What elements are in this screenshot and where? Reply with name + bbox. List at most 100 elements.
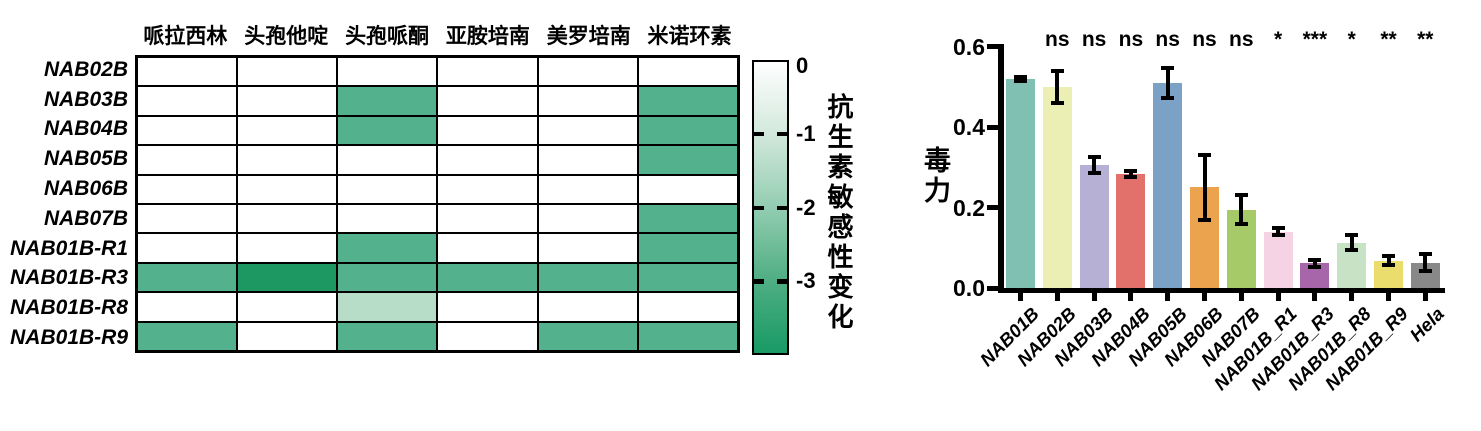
heatmap-cell: [437, 145, 538, 175]
heatmap-cell: [537, 262, 638, 293]
error-bar-cap: [1087, 155, 1101, 160]
heatmap-cell: [637, 262, 738, 293]
heatmap-cell: [137, 174, 238, 204]
x-tick-mark: [1312, 293, 1318, 301]
heatmap-cell: [437, 57, 538, 87]
heatmap-row-label: NAB02B: [43, 57, 128, 81]
bar-nab05b: [1153, 82, 1183, 288]
bar-nab02b: [1042, 86, 1072, 288]
error-bar-cap: [1382, 253, 1395, 258]
colorbar-tick-mark: [777, 131, 787, 137]
bar-nab04b: [1116, 174, 1146, 288]
heatmap-cell: [337, 145, 438, 175]
error-bar: [1092, 157, 1097, 174]
y-tick-mark: [987, 205, 999, 210]
heatmap-cell: [537, 203, 638, 234]
error-bar-cap: [1418, 251, 1432, 256]
heatmap-cell: [237, 174, 338, 204]
significance-label: ns: [1155, 28, 1180, 51]
error-bar: [1312, 260, 1317, 267]
heatmap-cell: [537, 145, 638, 175]
heatmap-cell: [637, 115, 738, 146]
colorbar-tick-mark: [777, 279, 787, 284]
y-tick-label: 0.0: [953, 275, 985, 301]
error-bar: [1018, 76, 1023, 81]
heatmap-cell: [637, 203, 738, 234]
x-tick-mark: [1275, 293, 1281, 301]
heatmap-cell: [637, 321, 738, 351]
heatmap-cell: [137, 203, 238, 234]
colorbar-tick-label: -3: [796, 268, 816, 294]
y-tick-mark: [987, 44, 999, 49]
error-bar-cap: [1308, 264, 1322, 269]
heatmap-cell: [237, 292, 338, 322]
error-bar-cap: [1308, 258, 1322, 263]
heatmap-cell: [637, 233, 738, 263]
heatmap-cell: [537, 292, 638, 322]
heatmap-cell: [637, 86, 738, 116]
heatmap-cell: [137, 233, 238, 263]
heatmap-cell: [437, 292, 538, 322]
error-bar-cap: [1234, 193, 1248, 198]
colorbar-tick-label: -2: [796, 194, 816, 220]
error-bar-cap: [1198, 217, 1211, 222]
heatmap-cell: [537, 174, 638, 204]
error-bar: [1349, 235, 1354, 250]
heatmap-cell: [337, 57, 438, 87]
heatmap-column-header: 美罗培南: [546, 25, 631, 48]
heatmap-cell: [137, 262, 238, 293]
heatmap-cell: [637, 174, 738, 204]
heatmap-cell: [637, 292, 738, 322]
heatmap-cell: [637, 145, 738, 175]
bar-nab01b: [1006, 78, 1035, 288]
error-bar-cap: [1271, 226, 1285, 231]
error-bar: [1128, 170, 1133, 178]
y-tick-mark: [987, 285, 999, 291]
error-bar-cap: [1418, 269, 1432, 274]
bar-nab01b_r1: [1263, 231, 1293, 288]
significance-label: *: [1347, 28, 1356, 51]
heatmap-column-header: 头孢哌酮: [345, 25, 430, 48]
heatmap-row-label: NAB06B: [43, 177, 128, 201]
error-bar-cap: [1198, 153, 1211, 158]
significance-label: *: [1274, 28, 1283, 51]
heatmap-cell: [437, 233, 538, 263]
significance-label: ns: [1045, 28, 1070, 51]
heatmap-cell: [437, 321, 538, 351]
error-bar: [1386, 255, 1391, 266]
heatmap-cell: [337, 203, 438, 234]
heatmap-cell: [137, 115, 238, 146]
significance-label: **: [1380, 28, 1397, 51]
error-bar-cap: [1014, 78, 1027, 83]
heatmap-row-label: NAB03B: [43, 87, 128, 111]
heatmap-cell: [137, 321, 238, 351]
error-bar-cap: [1271, 232, 1285, 237]
error-bar: [1055, 70, 1060, 103]
heatmap-cell: [337, 292, 438, 322]
colorbar-tick-mark: [754, 205, 764, 210]
heatmap-cell: [237, 233, 338, 263]
x-tick-mark: [1165, 293, 1171, 301]
heatmap-cell: [437, 115, 538, 146]
error-bar-cap: [1014, 74, 1027, 79]
heatmap-cell: [237, 57, 338, 87]
significance-label: ns: [1081, 28, 1107, 51]
heatmap-cell: [137, 292, 238, 322]
x-tick-mark: [1386, 293, 1391, 301]
error-bar-cap: [1345, 233, 1359, 238]
x-category-label: Hela: [1405, 303, 1449, 346]
heatmap-row-label: NAB01B-R8: [10, 296, 128, 320]
error-bar-cap: [1087, 171, 1101, 176]
x-axis-line: [998, 288, 1445, 293]
heatmap-cell: [537, 115, 638, 146]
heatmap-cell: [237, 262, 338, 293]
colorbar-tick-label: 0: [796, 52, 809, 78]
colorbar-tick-mark: [777, 205, 787, 210]
heatmap-cell: [137, 86, 238, 116]
significance-label: **: [1417, 28, 1434, 51]
heatmap-row-label: NAB01B-R1: [10, 236, 128, 260]
error-bar: [1423, 253, 1428, 272]
y-axis-line: [998, 44, 1004, 293]
bar-nab03b: [1079, 165, 1109, 288]
y-axis-title: 毒力: [920, 146, 950, 206]
